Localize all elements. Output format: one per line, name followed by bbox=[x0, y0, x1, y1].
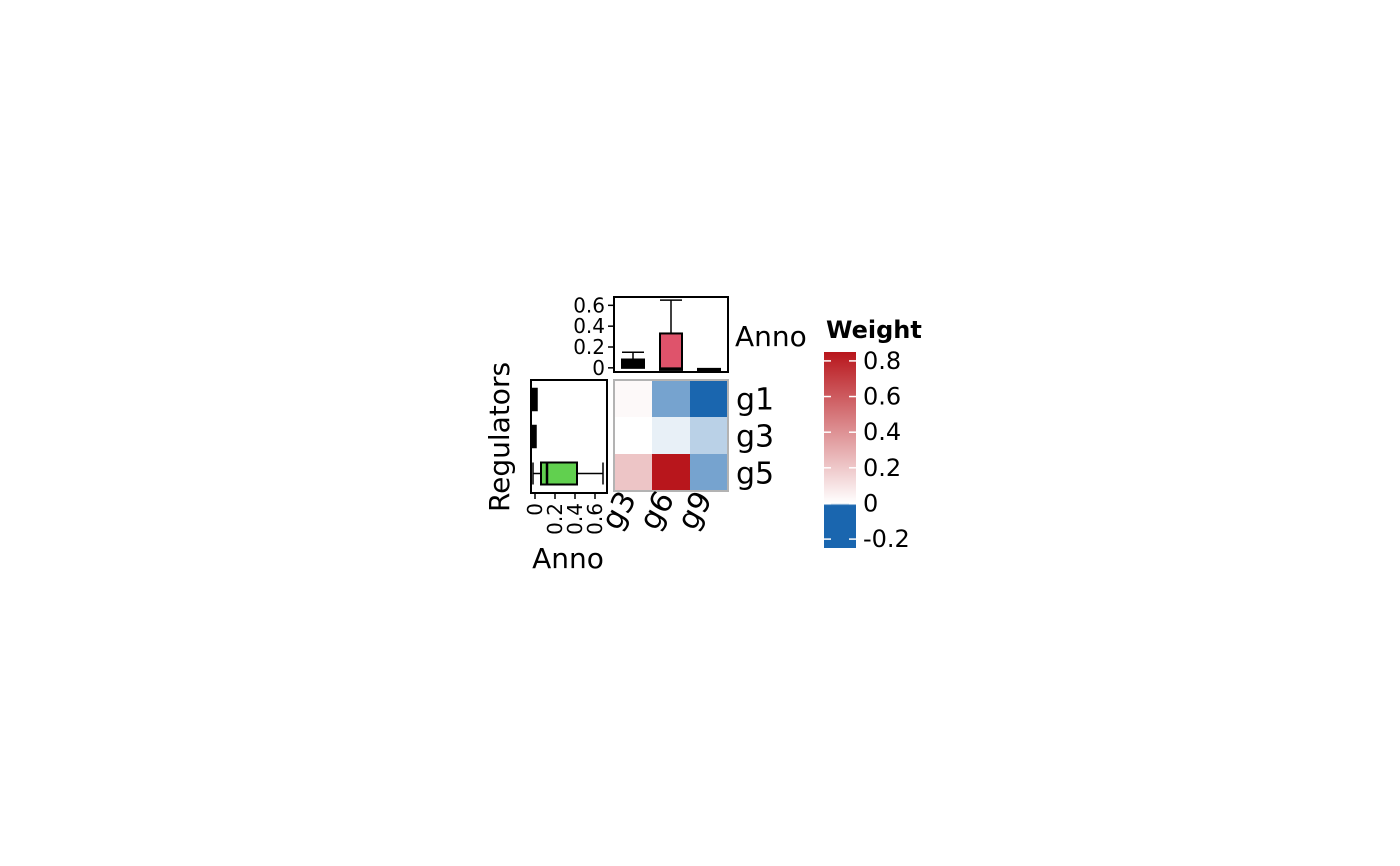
heatmap-cell bbox=[690, 454, 728, 491]
legend-tick-label: 0 bbox=[863, 489, 878, 517]
heatmap-cell bbox=[614, 417, 652, 454]
heatmap-cell bbox=[652, 454, 690, 491]
heatmap-border bbox=[613, 379, 729, 492]
heatmap-cell bbox=[690, 380, 728, 417]
top-boxplot-tick-label: 0.2 bbox=[573, 335, 605, 359]
heatmap-cell bbox=[614, 454, 652, 491]
left-box-g5 bbox=[540, 461, 578, 486]
heatmap-cell bbox=[652, 417, 690, 454]
top-boxplot-tick-label: 0 bbox=[592, 356, 605, 380]
heatmap-cell bbox=[652, 380, 690, 417]
top-box-g6 bbox=[659, 332, 683, 371]
heatmap-y-title: Regulators bbox=[483, 362, 516, 512]
top-box-g3 bbox=[621, 358, 645, 369]
left-boxplot-tick-label: 0 bbox=[523, 503, 547, 516]
legend-tick-label: 0.4 bbox=[863, 418, 901, 446]
row-label-g1: g1 bbox=[736, 383, 774, 418]
legend-title: Weight bbox=[826, 316, 922, 344]
left-box-g1 bbox=[530, 387, 538, 412]
row-label-g5: g5 bbox=[736, 457, 774, 492]
left-boxplot-tick-label: 0.2 bbox=[543, 503, 567, 535]
top-boxplot-tick-label: 0.4 bbox=[573, 314, 605, 338]
legend-tick-label: -0.2 bbox=[863, 525, 910, 553]
col-label-g9: g9 bbox=[671, 486, 720, 537]
left-boxplot-panel: 00.20.40.6 bbox=[523, 379, 608, 535]
legend-colorbar bbox=[824, 352, 856, 548]
left-boxplot-axis-title: Anno bbox=[532, 542, 604, 575]
left-boxplot-tick-label: 0.4 bbox=[563, 503, 587, 535]
heatmap-cell bbox=[690, 417, 728, 454]
top-boxplot-axis-title: Anno bbox=[735, 320, 807, 353]
left-boxplot-frame bbox=[530, 379, 608, 494]
legend-tick-label: 0.6 bbox=[863, 383, 901, 411]
left-box-g3 bbox=[531, 424, 537, 449]
top-boxplot-tick-label: 0.6 bbox=[573, 293, 605, 317]
top-boxplot-frame bbox=[613, 296, 729, 373]
weight-legend: 0.8 0.6 0.4 0.2 0 -0.2 bbox=[824, 347, 910, 553]
legend-tick-label: 0.8 bbox=[863, 347, 901, 375]
heatmap-cell bbox=[614, 380, 652, 417]
left-boxplot-tick-label: 0.6 bbox=[583, 503, 607, 535]
top-boxplot-panel: 00.20.40.6 bbox=[573, 293, 729, 380]
legend-tick-label: 0.2 bbox=[863, 454, 901, 482]
row-label-g3: g3 bbox=[736, 420, 774, 455]
